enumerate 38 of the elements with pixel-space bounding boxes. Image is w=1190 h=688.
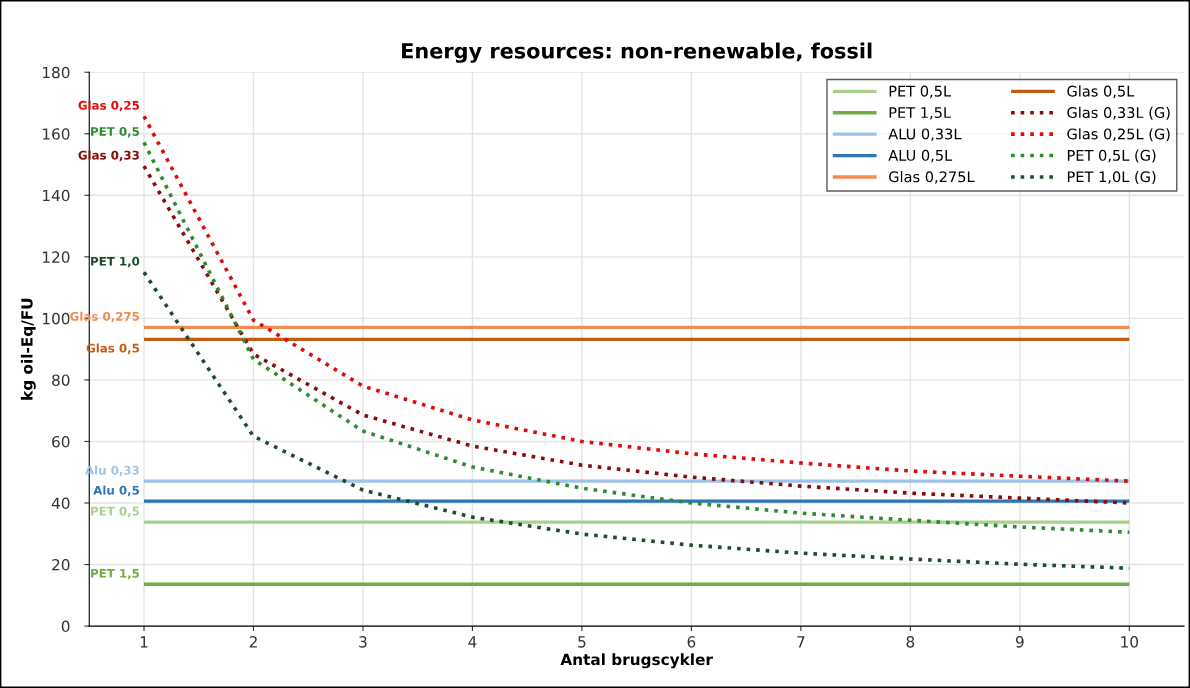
y-axis-title: kg oil-Eq/FU xyxy=(20,298,36,400)
legend-label: Glas 0,25L (G) xyxy=(1067,128,1170,142)
y-tick-label: 180 xyxy=(43,66,70,79)
legend-label: Glas 0,33L (G) xyxy=(1067,106,1170,120)
x-axis-title: Antal brugscykler xyxy=(560,653,713,669)
y-tick-label: 140 xyxy=(43,189,70,202)
legend-label: PET 1,5L xyxy=(889,107,952,120)
legend-label: PET 0,5L (G) xyxy=(1067,149,1156,163)
x-tick-label: 7 xyxy=(797,636,805,648)
annotation: PET 0,5 xyxy=(91,127,139,138)
y-tick-label: 60 xyxy=(52,435,70,448)
y-tick-label: 0 xyxy=(61,620,70,633)
x-tick-label: 6 xyxy=(687,636,696,648)
x-tick-label: 9 xyxy=(1015,636,1024,648)
legend-label: Glas 0,5L xyxy=(1067,85,1135,99)
x-tick-label: 3 xyxy=(359,636,367,648)
y-tick-label: 40 xyxy=(51,497,70,510)
legend-label: ALU 0,5L xyxy=(888,149,953,163)
annotation: Alu 0,5 xyxy=(93,485,139,497)
legend-label: PET 0,5L xyxy=(889,85,952,99)
x-tick-label: 4 xyxy=(468,636,477,648)
y-tick-label: 160 xyxy=(43,128,70,140)
y-tick-label: 120 xyxy=(43,251,70,263)
legend-label: ALU 0,33L xyxy=(888,128,962,141)
y-tick-label: 20 xyxy=(52,559,70,571)
chart-title: Energy resources: non-renewable, fossil xyxy=(402,42,872,63)
x-tick-label: 8 xyxy=(906,636,915,648)
annotation: PET 0,5 xyxy=(91,506,139,518)
x-tick-label: 10 xyxy=(1121,636,1139,648)
x-tick-label: 2 xyxy=(249,636,257,648)
y-tick-label: 100 xyxy=(43,312,70,325)
annotation: PET 1,5 xyxy=(91,569,139,580)
y-tick-label: 80 xyxy=(52,374,70,386)
legend-label: Glas 0,275L xyxy=(889,170,975,184)
legend-label: PET 1,0L (G) xyxy=(1067,171,1156,184)
x-tick-label: 1 xyxy=(140,636,148,648)
annotation: PET 1,0 xyxy=(91,256,140,268)
x-tick-label: 5 xyxy=(578,636,586,648)
